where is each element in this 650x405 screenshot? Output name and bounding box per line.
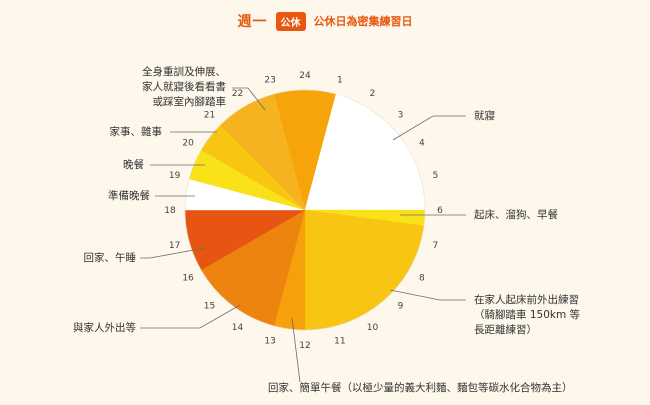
hour-label-24: 24 [299,71,311,81]
hour-label-6: 6 [437,206,443,216]
hour-label-19: 19 [169,171,181,181]
hour-label-20: 20 [182,139,194,149]
pie-slice-4 [304,209,425,331]
label-chores: 家事、雜事 [109,126,163,138]
hour-label-8: 8 [419,274,425,284]
hour-label-5: 5 [433,171,439,181]
hour-label-9: 9 [398,302,404,312]
label-training-1: 全身重訓及伸展、 [142,66,226,78]
hour-label-15: 15 [204,302,215,312]
hour-label-2: 2 [370,89,376,99]
hour-label-10: 10 [367,323,379,333]
leader-lines [140,87,466,383]
hour-label-18: 18 [164,206,176,216]
pie-slices [184,89,426,331]
hour-label-13: 13 [264,336,275,346]
leader-line-sleep [392,115,466,141]
label-dinner: 晚餐 [123,159,144,171]
hour-label-23: 23 [264,76,275,86]
label-training-3: 或踩室內腳踏車 [152,96,227,108]
hour-label-14: 14 [232,323,244,333]
chart-title-row: 週一 公休 公休日為密集練習日 [0,9,650,33]
leader-line-training [232,87,266,111]
label-lunch: 回家、簡單午餐（以極少量的義大利麵、麵包等碳水化合物為主） [268,382,573,394]
leader-line-lunch [291,317,301,383]
hour-label-17: 17 [169,241,180,251]
label-training-2: 家人就寢後看看書 [142,81,226,93]
leader-line-nap [140,247,206,259]
label-nap: 回家、午睡 [83,252,137,264]
page-title: 週一 [237,14,268,30]
label-prep: 準備晚餐 [108,190,150,202]
pie-outline [184,89,426,331]
hour-label-11: 11 [334,336,345,346]
hour-label-22: 22 [232,89,243,99]
hour-label-4: 4 [419,139,425,149]
label-ride-3: 長距離練習） [474,324,537,336]
label-ride-1: 在家人起床前外出練習 [474,294,579,306]
hour-label-3: 3 [398,111,404,121]
label-sleep: 就寢 [474,110,495,122]
label-wake: 起床、溜狗、早餐 [474,209,558,221]
leader-line-ride [389,289,466,301]
leader-line-family [140,304,241,329]
hour-label-1: 1 [337,76,343,86]
hour-label-7: 7 [433,241,439,251]
hour-label-21: 21 [204,111,215,121]
day-off-badge: 公休 [275,11,306,31]
label-ride-2: （騎腳踏車 150km 等 [474,309,581,321]
hour-label-16: 16 [182,274,194,284]
label-family: 與家人外出等 [73,322,136,334]
hour-label-12: 12 [299,341,310,351]
page-subtitle: 公休日為密集練習日 [313,15,413,28]
